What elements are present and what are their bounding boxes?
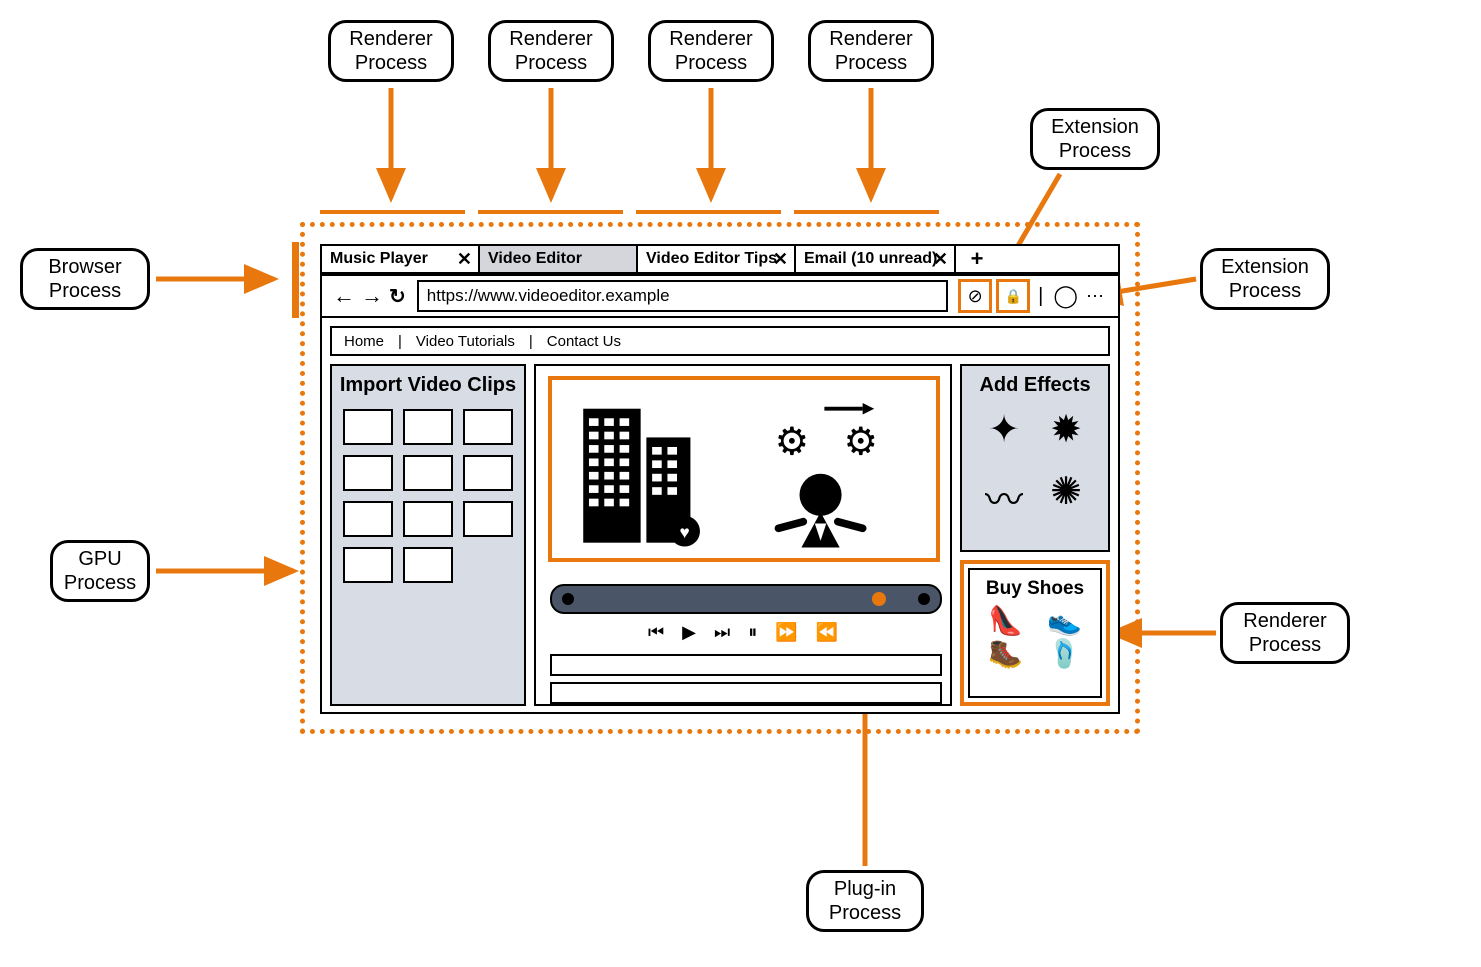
shoe-sandal-icon[interactable]: 🩴	[1047, 637, 1082, 670]
extension-noentry-icon[interactable]: ⊘	[958, 279, 992, 313]
tab-label: Video Editor Tips	[646, 250, 777, 268]
clip-thumbnail[interactable]	[403, 501, 453, 537]
browser-window: Music Player ✕ Video Editor Video Editor…	[320, 244, 1120, 714]
timeline-track-1[interactable]	[550, 654, 942, 676]
clip-thumbnail[interactable]	[343, 455, 393, 491]
clip-thumbnail[interactable]	[403, 409, 453, 445]
breadcrumb-home[interactable]: Home	[344, 333, 384, 350]
effect-firework-icon[interactable]: ✺	[1040, 469, 1092, 521]
clip-thumbnail[interactable]	[343, 409, 393, 445]
clip-thumbnail[interactable]	[463, 409, 513, 445]
tab-label: Music Player	[330, 250, 428, 268]
tab-bar: Music Player ✕ Video Editor Video Editor…	[320, 244, 1120, 274]
svg-text:⚙: ⚙	[844, 421, 878, 464]
clip-thumbnail[interactable]	[343, 501, 393, 537]
close-icon[interactable]: ✕	[773, 249, 788, 270]
preview-art: ♥ ⚙ ⚙	[552, 380, 936, 558]
scrubber[interactable]	[550, 584, 942, 614]
tab-video-editor[interactable]: Video Editor	[480, 246, 638, 272]
url-input[interactable]: https://www.videoeditor.example	[417, 280, 948, 312]
shoe-heel-icon[interactable]: 👠	[988, 604, 1023, 637]
tab-underline-2	[478, 210, 623, 214]
close-icon[interactable]: ✕	[933, 249, 948, 270]
clip-grid	[332, 397, 524, 595]
tab-label: Email (10 unread)	[804, 250, 937, 268]
effect-sparkle-icon[interactable]: ✦	[978, 407, 1030, 459]
clip-thumbnail[interactable]	[403, 547, 453, 583]
reload-button[interactable]: ↻	[389, 284, 406, 309]
tab-video-editor-tips[interactable]: Video Editor Tips ✕	[638, 246, 796, 272]
forward-button[interactable]: →	[361, 283, 383, 309]
timeline-track-2[interactable]	[550, 682, 942, 704]
more-icon[interactable]: ⋯	[1086, 286, 1106, 307]
close-icon[interactable]: ✕	[457, 249, 472, 270]
svg-text:⚙: ⚙	[775, 421, 809, 464]
tab-email[interactable]: Email (10 unread) ✕	[796, 246, 956, 272]
effects-title: Add Effects	[962, 374, 1108, 397]
ad-iframe: Buy Shoes 👠 👟 🥾 🩴	[960, 560, 1110, 706]
browser-ui-gutter	[292, 242, 299, 318]
effects-panel: Add Effects ✦ ✹ 〰 ✺	[960, 364, 1110, 552]
url-text: https://www.videoeditor.example	[427, 286, 670, 306]
clip-thumbnail[interactable]	[403, 455, 453, 491]
breadcrumb-contact[interactable]: Contact Us	[547, 333, 621, 350]
skip-back-icon[interactable]: ⏮	[648, 622, 664, 643]
tab-underline-1	[320, 210, 465, 214]
preview-panel: ♥ ⚙ ⚙	[534, 364, 952, 706]
ff-icon[interactable]: ⏩	[775, 622, 797, 643]
play-icon[interactable]: ▶	[682, 622, 696, 643]
play-controls: ⏮ ▶ ⏭ ⏸ ⏩ ⏪	[536, 622, 950, 643]
import-title: Import Video Clips	[332, 374, 524, 397]
shoe-boot-icon[interactable]: 🥾	[988, 637, 1023, 670]
back-button[interactable]: ←	[333, 283, 355, 309]
svg-text:♥: ♥	[680, 522, 690, 542]
playhead[interactable]	[872, 592, 886, 606]
clip-thumbnail[interactable]	[343, 547, 393, 583]
tab-label: Video Editor	[488, 250, 582, 268]
new-tab-button[interactable]: +	[962, 246, 992, 272]
video-preview: ♥ ⚙ ⚙	[548, 376, 940, 562]
import-clips-panel: Import Video Clips	[330, 364, 526, 706]
effects-grid: ✦ ✹ 〰 ✺	[962, 397, 1108, 531]
tab-underline-4	[794, 210, 939, 214]
skip-fwd-icon[interactable]: ⏭	[714, 622, 730, 643]
extension-lock-icon[interactable]: 🔒	[996, 279, 1030, 313]
shoe-sneaker-icon[interactable]: 👟	[1047, 604, 1082, 637]
tab-music-player[interactable]: Music Player ✕	[322, 246, 480, 272]
effect-swirl-icon[interactable]: 〰	[978, 469, 1030, 521]
profile-icon[interactable]: ◯	[1053, 283, 1078, 309]
breadcrumb: Home | Video Tutorials | Contact Us	[330, 326, 1110, 356]
rewind-icon[interactable]: ⏪	[816, 622, 838, 643]
pause-icon[interactable]: ⏸	[748, 622, 757, 643]
clip-thumbnail[interactable]	[463, 455, 513, 491]
toolbar-separator: |	[1038, 285, 1043, 308]
breadcrumb-tutorials[interactable]: Video Tutorials	[416, 333, 515, 350]
effect-burst-icon[interactable]: ✹	[1040, 407, 1092, 459]
clip-thumbnail[interactable]	[463, 501, 513, 537]
ad-title: Buy Shoes	[970, 578, 1100, 600]
tab-underline-3	[636, 210, 781, 214]
address-bar: ← → ↻ https://www.videoeditor.example ⊘ …	[320, 274, 1120, 318]
